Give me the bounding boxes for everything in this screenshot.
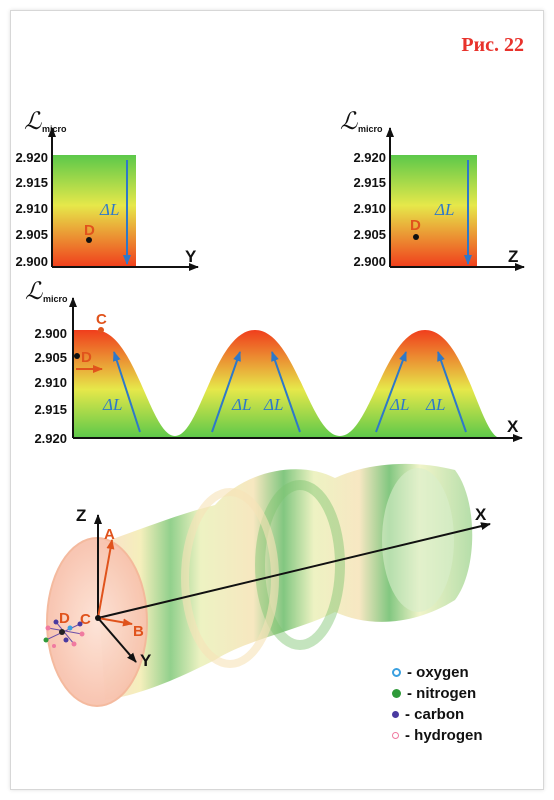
panel-x-axis-symbol: ℒ <box>25 279 43 305</box>
panel-y-tick: 2.905 <box>15 227 48 242</box>
legend-label: - carbon <box>405 706 465 723</box>
panel-y-gradient-box <box>52 155 136 267</box>
axis-y-3d-label: Y <box>140 651 152 670</box>
legend-item-oxygen: - oxygen <box>392 662 483 683</box>
panel-z-tick: 2.900 <box>353 254 386 269</box>
point-a-label: A <box>104 526 115 543</box>
panel-x-axis-subscript: micro <box>43 294 68 304</box>
legend-label: - hydrogen <box>405 727 483 744</box>
panel-x-blue-arrow <box>112 351 141 433</box>
panel-z: ℒ micro 2.920 2.915 2.910 2.905 2.900 Z … <box>340 109 525 271</box>
axis-x-3d <box>97 522 491 619</box>
carbon-atom-icon <box>392 711 399 718</box>
panel-z-tick: 2.905 <box>353 227 386 242</box>
point-d-label: D <box>59 610 70 627</box>
panel-y-tick: 2.915 <box>15 175 48 190</box>
panel-z-point-label: D <box>410 217 421 234</box>
point-c-label: C <box>80 611 91 628</box>
panel-x-delta-label: ΔL <box>263 395 283 414</box>
panel-x-wave-profile <box>73 330 500 438</box>
panel-z-tick: 2.915 <box>353 175 386 190</box>
panel-y-tick: 2.920 <box>15 150 48 165</box>
panel-x-point-c <box>98 327 104 333</box>
panel-x-blue-arrow <box>437 351 467 433</box>
panel-y-point-d <box>86 237 92 243</box>
nitrogen-atom-icon <box>392 689 401 698</box>
panel-x: ℒ micro 2.900 2.905 2.910 2.915 2.920 X … <box>25 279 523 446</box>
panel-y-axis-symbol: ℒ <box>24 109 42 135</box>
figure-title: Рис. 22 <box>461 34 524 56</box>
panel-x-delta-label: ΔL <box>389 395 409 414</box>
panel-y-tick: 2.900 <box>15 254 48 269</box>
legend-item-hydrogen: - hydrogen <box>392 725 483 746</box>
legend-item-nitrogen: - nitrogen <box>392 683 483 704</box>
tube-ring <box>181 488 279 668</box>
panel-x-tick: 2.905 <box>34 350 67 365</box>
molecule-icon <box>43 615 101 648</box>
panel-z-tick: 2.910 <box>353 201 386 216</box>
legend-label: - oxygen <box>407 664 469 681</box>
point-b-label: B <box>133 623 144 640</box>
panel-y-tick: 2.910 <box>15 201 48 216</box>
panel-x-delta-label: ΔL <box>425 395 445 414</box>
panel-x-point-d <box>74 353 80 359</box>
panel-x-blue-arrow <box>211 351 241 433</box>
panel-x-axis-label: X <box>507 417 519 436</box>
vector-a-arrow <box>97 539 115 619</box>
panel-z-axis-subscript: micro <box>358 124 383 134</box>
panel-y-axis-label: Y <box>185 247 197 266</box>
panel-z-tick: 2.920 <box>353 150 386 165</box>
panel-y-delta-label: ΔL <box>99 200 119 219</box>
panel-x-point-c-label: C <box>96 311 107 328</box>
panel-y: ℒ micro 2.920 2.915 2.910 2.905 2.900 Y … <box>15 109 199 271</box>
panel-y-point-label: D <box>84 222 95 239</box>
panel-x-tick: 2.915 <box>34 402 67 417</box>
axis-z-3d-label: Z <box>76 506 86 525</box>
atom-legend: - oxygen - nitrogen - carbon - hydrogen <box>392 662 483 746</box>
tube-body <box>95 463 473 700</box>
axis-x-3d-label: X <box>475 505 487 524</box>
panel-x-delta-label: ΔL <box>102 395 122 414</box>
panel-x-blue-arrow <box>271 351 301 433</box>
oxygen-atom-icon <box>392 668 401 677</box>
panel-z-axis-label: Z <box>508 247 518 266</box>
panel-3d-tube: Z X Y A B C D <box>43 463 491 707</box>
panel-z-point-d <box>413 234 419 240</box>
panel-x-tick: 2.920 <box>34 431 67 446</box>
hydrogen-atom-icon <box>392 732 399 739</box>
legend-item-carbon: - carbon <box>392 704 483 725</box>
vector-b-arrow <box>97 617 133 627</box>
panel-x-delta-label: ΔL <box>231 395 251 414</box>
tube-ring <box>255 480 345 650</box>
legend-label: - nitrogen <box>407 685 477 702</box>
panel-z-delta-label: ΔL <box>434 200 454 219</box>
panel-z-gradient-box <box>390 155 477 267</box>
axis-y-3d <box>97 617 137 663</box>
panel-y-axis-subscript: micro <box>42 124 67 134</box>
tube-ring <box>382 468 454 612</box>
panel-z-axis-symbol: ℒ <box>340 109 358 135</box>
panel-x-point-d-label: D <box>81 349 92 366</box>
panel-x-blue-arrow <box>375 351 407 433</box>
panel-x-tick: 2.910 <box>34 375 67 390</box>
panel-x-tick: 2.900 <box>34 326 67 341</box>
